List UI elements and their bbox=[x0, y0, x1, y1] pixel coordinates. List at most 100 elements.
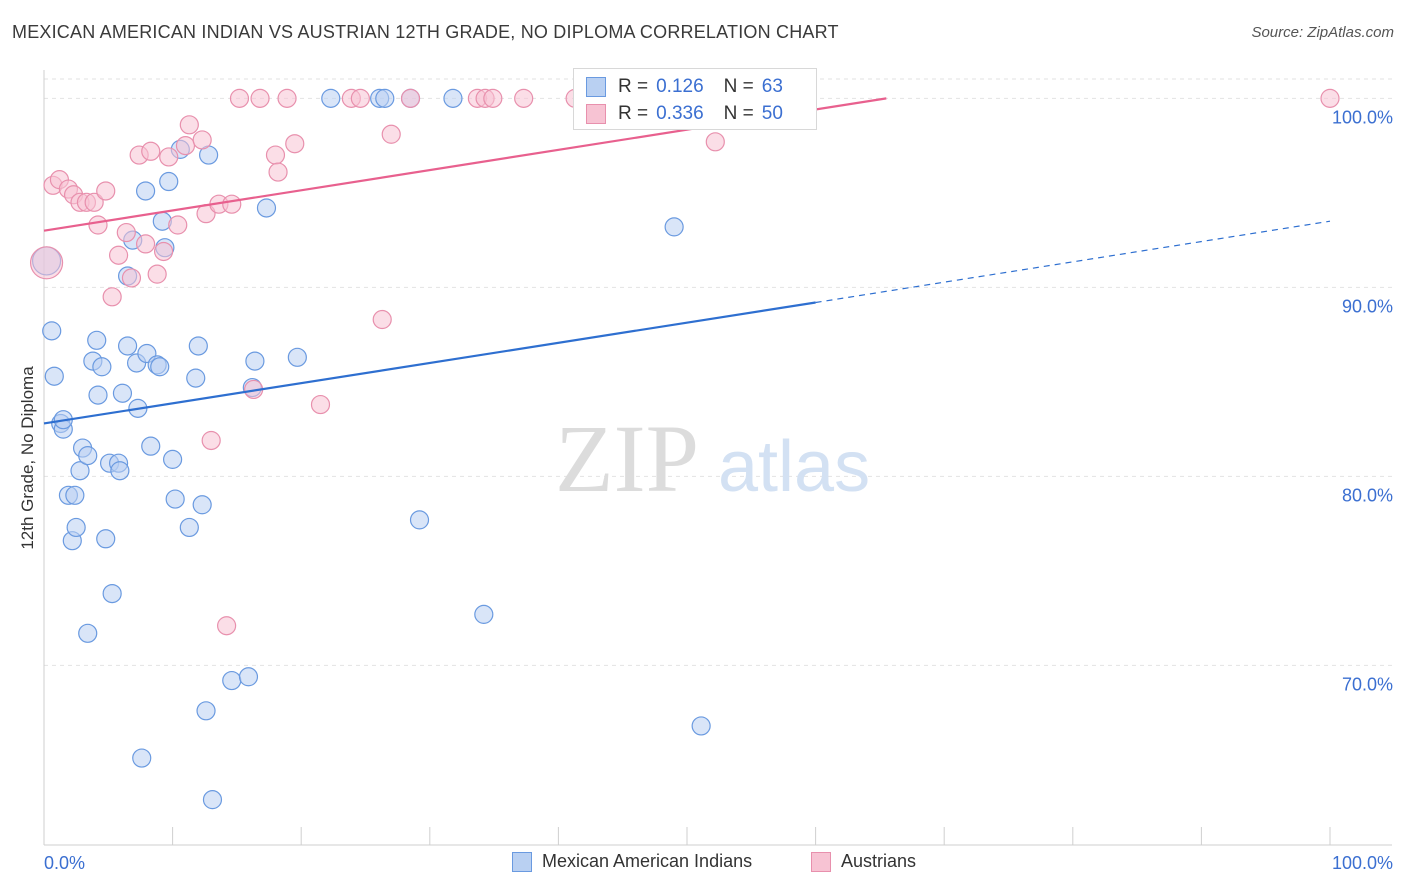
data-point-austrian bbox=[514, 88, 534, 108]
trend-line-mexican-american-indians-dashed bbox=[815, 220, 1331, 304]
data-point-mexican-american-indian bbox=[117, 336, 138, 356]
trend-line-mexican-american-indians bbox=[43, 301, 816, 425]
data-point-mexican-american-indian bbox=[135, 181, 156, 201]
data-point-austrian bbox=[201, 430, 221, 451]
trend-lines bbox=[43, 97, 1331, 425]
data-point-mexican-american-indian bbox=[110, 461, 130, 481]
data-point-mexican-american-indian bbox=[42, 321, 62, 341]
data-points bbox=[29, 88, 1340, 810]
watermark-zip: ZIP bbox=[555, 405, 699, 512]
r-value: 0.126 bbox=[656, 76, 704, 97]
data-point-austrian bbox=[400, 88, 421, 108]
data-point-mexican-american-indian bbox=[321, 88, 341, 108]
legend-item-mexican-american-indians[interactable]: Mexican American Indians bbox=[512, 851, 752, 872]
watermark: ZIP atlas bbox=[555, 405, 870, 512]
grid bbox=[44, 78, 1392, 666]
data-point-mexican-american-indian bbox=[202, 790, 223, 810]
data-point-austrian bbox=[265, 145, 286, 165]
data-point-mexican-american-indian bbox=[664, 217, 684, 237]
correlation-legend: R = 0.126 N = 63 R = 0.336 N = 50 bbox=[573, 68, 817, 130]
chart-title: MEXICAN AMERICAN INDIAN VS AUSTRIAN 12TH… bbox=[12, 22, 839, 42]
data-point-mexican-american-indian bbox=[87, 330, 107, 350]
data-point-austrian bbox=[121, 268, 142, 288]
data-point-austrian bbox=[84, 192, 104, 212]
legend-label: Austrians bbox=[841, 851, 917, 871]
data-point-austrian bbox=[381, 124, 401, 144]
data-point-mexican-american-indian bbox=[112, 383, 133, 403]
data-point-mexican-american-indian bbox=[65, 485, 85, 505]
data-point-mexican-american-indian bbox=[88, 385, 108, 405]
data-point-austrian bbox=[153, 241, 174, 262]
x-tick-label: 100.0% bbox=[1332, 853, 1393, 873]
legend-swatch-blue bbox=[512, 851, 532, 872]
data-point-mexican-american-indian bbox=[66, 517, 86, 538]
data-point-mexican-american-indian bbox=[256, 198, 277, 218]
data-point-mexican-american-indian bbox=[132, 748, 152, 768]
n-label: N = bbox=[723, 103, 754, 124]
n-value: 63 bbox=[761, 76, 783, 97]
data-point-mexican-american-indian bbox=[192, 495, 212, 515]
data-point-austrian bbox=[705, 132, 725, 152]
legend-item-austrians[interactable]: Austrians bbox=[811, 851, 916, 872]
data-point-mexican-american-indian bbox=[70, 461, 90, 481]
data-point-mexican-american-indian bbox=[474, 604, 494, 624]
legend-swatch-blue bbox=[586, 77, 606, 97]
source-label: Source: ZipAtlas.com bbox=[1251, 24, 1394, 41]
data-point-austrian bbox=[277, 88, 297, 108]
legend-row-austrians: R = 0.336 N = 50 bbox=[586, 103, 783, 125]
series-legend: Mexican American Indians Austrians bbox=[0, 851, 1406, 877]
data-point-mexican-american-indian bbox=[443, 88, 463, 108]
data-point-mexican-american-indian bbox=[141, 436, 161, 456]
data-point-austrian bbox=[179, 115, 199, 135]
axes bbox=[43, 70, 1392, 846]
data-point-mexican-american-indian bbox=[102, 583, 122, 604]
data-point-austrian bbox=[159, 147, 179, 167]
n-value: 50 bbox=[761, 103, 783, 124]
data-point-austrian bbox=[102, 287, 122, 307]
data-point-mexican-american-indian bbox=[159, 171, 179, 192]
data-point-austrian bbox=[192, 130, 212, 150]
y-tick-label: 80.0% bbox=[1342, 485, 1393, 505]
data-point-mexican-american-indian bbox=[691, 716, 711, 736]
data-point-austrian bbox=[135, 234, 156, 254]
data-point-austrian bbox=[285, 134, 305, 154]
data-point-austrian bbox=[350, 88, 370, 108]
data-point-austrian bbox=[1320, 88, 1340, 108]
data-point-austrian bbox=[116, 222, 136, 243]
watermark-atlas: atlas bbox=[718, 427, 870, 507]
data-point-mexican-american-indian bbox=[238, 667, 259, 687]
data-point-mexican-american-indian bbox=[409, 510, 430, 530]
data-point-mexican-american-indian bbox=[150, 357, 170, 377]
data-point-mexican-american-indian bbox=[92, 357, 112, 377]
data-point-mexican-american-indian bbox=[287, 347, 307, 367]
n-label: N = bbox=[723, 76, 754, 97]
data-point-austrian bbox=[268, 162, 288, 182]
axis-tick-labels: 70.0% 80.0% 90.0% 100.0% 0.0% 100.0% bbox=[44, 107, 1393, 873]
data-point-mexican-american-indian bbox=[375, 88, 395, 108]
data-point-austrian bbox=[250, 88, 270, 108]
data-point-austrian bbox=[175, 136, 196, 156]
legend-swatch-pink bbox=[586, 104, 606, 124]
legend-row-mexican-american-indians: R = 0.126 N = 63 bbox=[586, 76, 783, 98]
data-point-mexican-american-indian bbox=[44, 366, 64, 386]
data-point-austrian bbox=[217, 616, 237, 636]
data-point-mexican-american-indian bbox=[78, 623, 98, 643]
data-point-austrian bbox=[96, 181, 116, 201]
data-point-austrian bbox=[372, 309, 392, 330]
data-point-mexican-american-indian bbox=[222, 670, 242, 691]
legend-label: Mexican American Indians bbox=[542, 851, 753, 871]
y-tick-label: 90.0% bbox=[1342, 296, 1393, 316]
data-point-austrian bbox=[88, 215, 108, 235]
data-point-austrian bbox=[168, 215, 188, 235]
data-point-mexican-american-indian bbox=[179, 517, 199, 538]
data-point-mexican-american-indian bbox=[188, 336, 208, 356]
data-point-austrian bbox=[483, 88, 503, 108]
data-point-mexican-american-indian bbox=[78, 446, 98, 466]
data-point-austrian bbox=[141, 141, 161, 161]
data-point-mexican-american-indian bbox=[96, 529, 116, 549]
data-point-austrian bbox=[222, 194, 242, 214]
data-point-mexican-american-indian bbox=[165, 489, 185, 509]
data-point-austrian bbox=[29, 246, 64, 280]
r-label: R = bbox=[618, 103, 649, 124]
